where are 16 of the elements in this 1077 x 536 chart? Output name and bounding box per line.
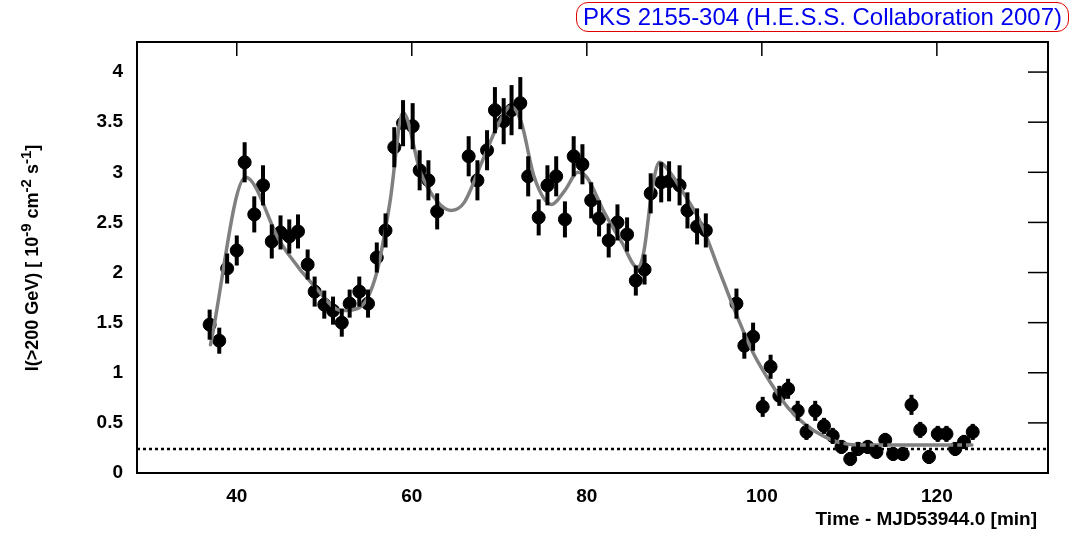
y-tick-label: 2.5 <box>96 210 124 232</box>
y-tick-label: 1.5 <box>96 310 124 332</box>
x-tick-label: 40 <box>226 484 248 506</box>
chart-title: PKS 2155-304 (H.E.S.S. Collaboration 2007) <box>576 2 1069 32</box>
y-tick-label: 0.5 <box>96 411 124 433</box>
y-tick-label: 3.5 <box>96 110 124 132</box>
y-tick-label: 3 <box>112 160 123 182</box>
y-tick-label: 2 <box>112 260 123 282</box>
y-tick-label: 1 <box>112 361 124 382</box>
x-tick-label: 80 <box>576 484 598 506</box>
y-tick-label: 4 <box>112 60 124 82</box>
x-tick-label: 120 <box>921 484 953 506</box>
y-tick-label: 0 <box>112 461 123 483</box>
x-axis-title: Time - MJD53944.0 [min] <box>815 508 1037 530</box>
x-tick-label: 100 <box>745 484 778 506</box>
x-tick-label: 60 <box>401 484 423 506</box>
